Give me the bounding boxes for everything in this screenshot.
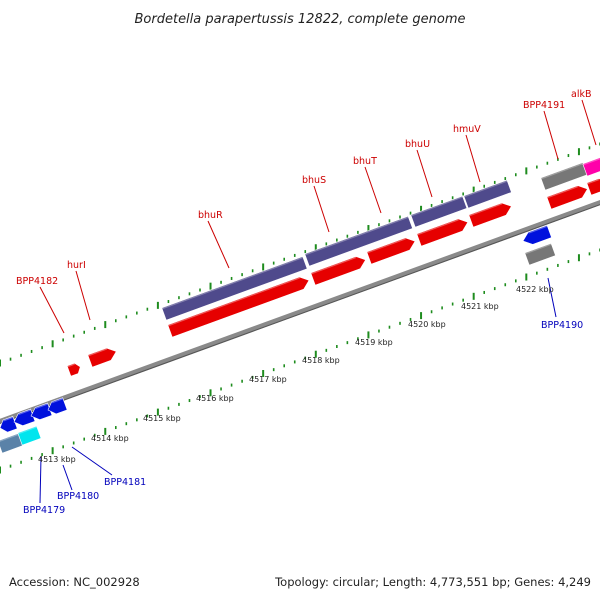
genome-backbone — [0, 199, 600, 425]
scale-labels: 4513 kbp 4514 kbp 4515 kbp 4516 kbp 4517… — [38, 285, 554, 464]
tick-marks — [0, 142, 600, 474]
leader-bpp4180 — [62, 464, 73, 491]
cds-reverse-arrow-highlight — [3, 416, 14, 422]
gene-bhus-box — [304, 215, 413, 267]
leader-bhur — [207, 220, 230, 269]
cds-alkb-arrow-highlight — [586, 178, 600, 185]
gene-bhus-box-highlight — [304, 216, 409, 256]
accession-text: Accession: NC_002928 — [9, 575, 140, 589]
gene-label-bpp4182[interactable]: BPP4182 — [16, 276, 58, 287]
reverse-gene-labels: BPP4179 BPP4180 BPP4181 BPP4190 — [23, 320, 583, 516]
gene-bpp4180-box — [17, 425, 42, 446]
gene-label-bhuu[interactable]: bhuU — [405, 139, 430, 150]
leader-bpp4179 — [39, 456, 42, 504]
gene-label-bhut[interactable]: bhuT — [353, 156, 377, 167]
genome-summary-text: Topology: circular; Length: 4,773,551 bp… — [274, 575, 591, 589]
cds-bpp4191-arrow — [546, 185, 588, 210]
cds-bpp4190-arrow-highlight — [528, 225, 548, 234]
gene-label-huri[interactable]: hurI — [67, 260, 86, 271]
cds-bhur-arrow-highlight — [167, 277, 300, 327]
gene-label-bpp4179[interactable]: BPP4179 — [23, 505, 65, 516]
cds-reverse-arrow — [13, 408, 36, 427]
leader-hmuv — [465, 134, 481, 183]
genome-backbone-shadow — [0, 204, 600, 424]
cds-bhuu-arrow — [416, 218, 469, 247]
cds-bpp4182-arrow-highlight — [67, 363, 75, 368]
gene-hmuv-box-highlight — [463, 180, 508, 198]
scale-label: 4517 kbp — [249, 375, 287, 384]
gene-features — [0, 157, 600, 454]
leader-bpp4181 — [71, 446, 113, 476]
gene-bpp4179-box-highlight — [0, 433, 19, 442]
cds-reverse-arrow — [0, 416, 18, 433]
leader-bpp4191 — [543, 110, 559, 160]
scale-label: 4516 kbp — [196, 394, 234, 403]
cds-bpp4191-arrow-highlight — [546, 185, 579, 199]
cds-huri-arrow-highlight — [87, 348, 108, 357]
scale-label: 4515 kbp — [143, 414, 181, 423]
forward-gene-labels: BPP4182 hurI bhuR bhuS bhuT bhuU hmuV BP… — [16, 89, 591, 287]
cds-reverse-arrow — [47, 397, 68, 415]
cds-bhut-arrow-highlight — [366, 238, 406, 254]
leader-bhus — [313, 185, 330, 233]
cds-bhus-arrow — [310, 256, 367, 286]
scale-label: 4518 kbp — [302, 356, 340, 365]
scale-label: 4514 kbp — [91, 434, 129, 443]
genome-title: Bordetella parapertussis 12822, complete… — [135, 12, 466, 27]
scale-label: 4522 kbp — [516, 285, 554, 294]
cds-reverse-arrow-highlight — [35, 403, 49, 409]
gene-label-bpp4180[interactable]: BPP4180 — [57, 491, 99, 502]
gene-label-bhus[interactable]: bhuS — [302, 175, 326, 186]
gene-label-bpp4181[interactable]: BPP4181 — [104, 477, 146, 488]
cds-hmuv-arrow-highlight — [468, 203, 503, 217]
cds-bpp4182-arrow — [66, 362, 81, 377]
gene-bhur-box — [161, 256, 308, 321]
gene-bpp4180-box-highlight — [17, 426, 38, 435]
gene-label-hmuv[interactable]: hmuV — [453, 124, 481, 135]
gene-hmuv-box — [463, 179, 512, 209]
cds-bhus-arrow-highlight — [310, 256, 357, 275]
cds-bhut-arrow — [366, 237, 416, 265]
scale-label: 4513 kbp — [38, 455, 76, 464]
cds-reverse-arrow — [30, 402, 53, 421]
cds-reverse-arrow-highlight — [51, 398, 64, 404]
gene-bhur-box-highlight — [161, 256, 304, 310]
label-leaders — [39, 99, 597, 504]
cds-reverse-arrow-highlight — [18, 409, 32, 415]
scale-label: 4519 kbp — [355, 338, 393, 347]
gene-bpp4191-box-highlight — [540, 162, 584, 180]
gene-alkb-box-highlight — [582, 158, 600, 166]
cds-huri-arrow — [87, 347, 117, 368]
gene-bpp4190-box — [524, 242, 556, 266]
leader-bhuu — [416, 149, 433, 198]
cds-bpp4190-arrow — [522, 224, 552, 245]
gene-bhuu-box-highlight — [410, 196, 463, 217]
scale-label: 4521 kbp — [461, 302, 499, 311]
gene-bpp4179-box — [0, 432, 24, 454]
leader-bpp4190 — [547, 277, 557, 318]
gene-label-bpp4190[interactable]: BPP4190 — [541, 320, 583, 331]
cds-alkb-arrow — [586, 178, 600, 196]
leader-huri — [75, 270, 91, 321]
gene-bhuu-box — [410, 195, 468, 228]
gene-alkb-box — [582, 157, 600, 177]
leader-bpp4182 — [39, 286, 65, 334]
leader-bhut — [364, 166, 382, 214]
cds-bhuu-arrow-highlight — [416, 219, 459, 236]
scale-label: 4520 kbp — [408, 320, 446, 329]
gene-bpp4190-box-highlight — [524, 243, 552, 255]
leader-alkb — [581, 99, 597, 146]
cds-bhur-arrow — [167, 276, 310, 338]
cds-hmuv-arrow — [468, 202, 512, 228]
gene-label-alkb[interactable]: alkB — [571, 89, 591, 100]
gene-label-bpp4191[interactable]: BPP4191 — [523, 100, 565, 111]
gene-label-bhur[interactable]: bhuR — [198, 210, 223, 221]
